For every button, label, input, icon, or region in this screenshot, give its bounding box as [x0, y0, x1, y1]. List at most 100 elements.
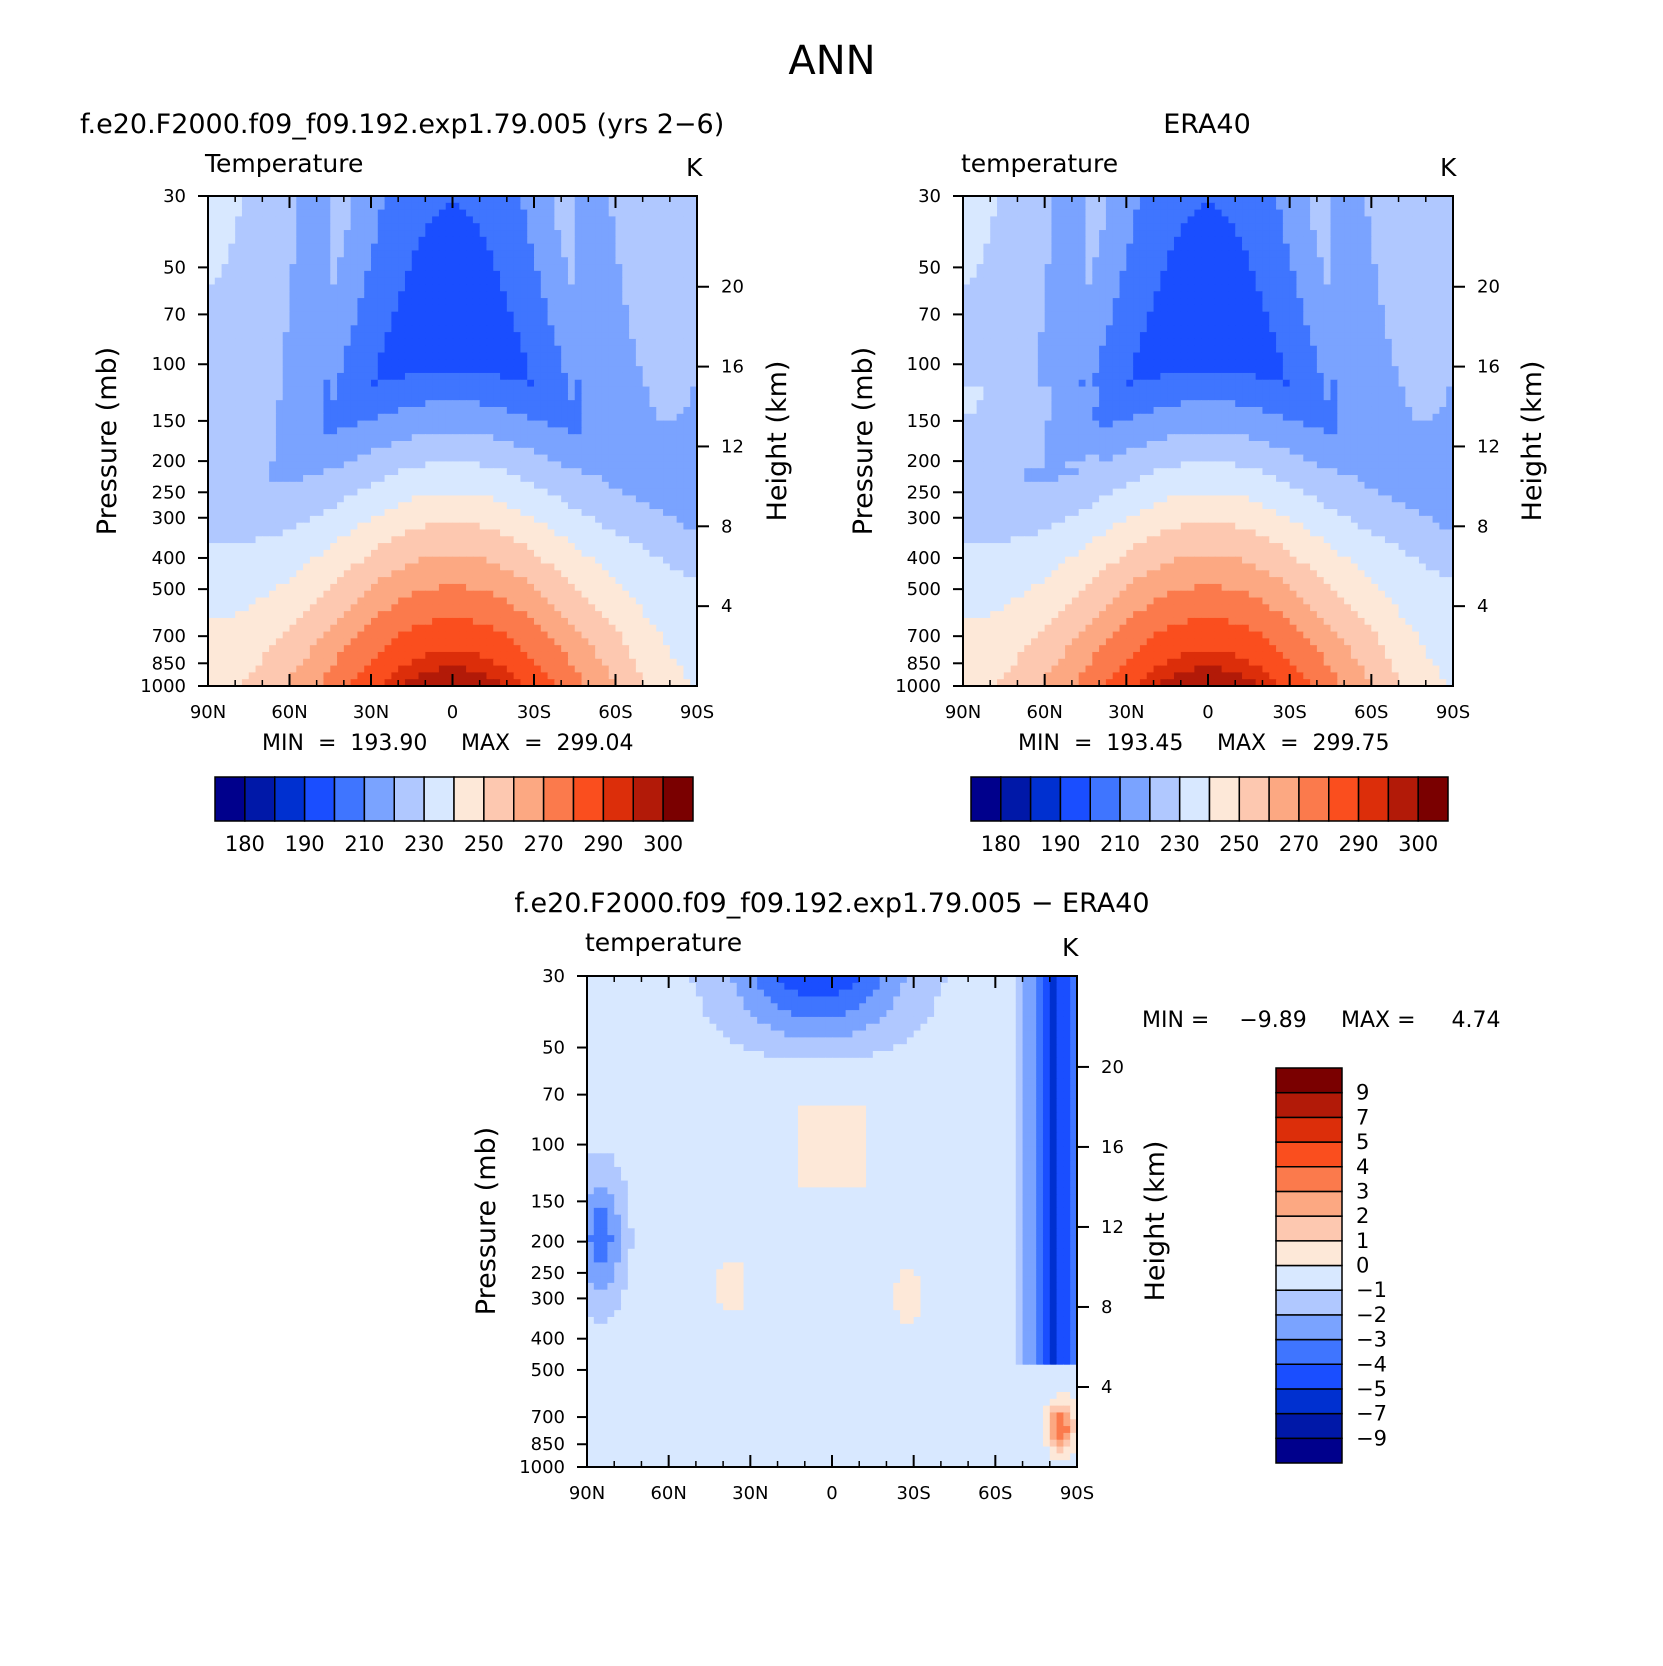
contour-cell: [493, 379, 501, 388]
contour-cell: [208, 441, 216, 449]
contour-cell: [649, 372, 657, 381]
contour-cell: [398, 638, 406, 646]
contour-cell: [364, 556, 372, 565]
contour-cell: [221, 236, 229, 245]
contour-cell: [411, 386, 420, 394]
contour-cell: [425, 604, 433, 612]
contour-cell: [404, 216, 413, 224]
contour-cell: [500, 468, 508, 476]
contour-cell: [629, 529, 637, 537]
contour-cell: [669, 515, 678, 524]
contour-cell: [506, 645, 515, 653]
contour-cell: [635, 502, 644, 510]
contour-cell: [656, 522, 664, 531]
contour-cell: [282, 583, 291, 592]
contour-cell: [445, 413, 454, 422]
contour-cell: [343, 427, 352, 435]
contour-cell: [649, 345, 657, 354]
contour-cell: [323, 284, 331, 292]
contour-cell: [683, 270, 691, 279]
contour-cell: [275, 488, 284, 497]
contour-cell: [330, 202, 338, 211]
contour-cell: [214, 502, 223, 510]
contour-cell: [262, 447, 270, 456]
contour-cell: [316, 359, 325, 367]
contour-cell: [316, 379, 325, 388]
contour-cell: [357, 617, 365, 626]
contour-cell: [554, 434, 562, 442]
contour-cell: [513, 352, 522, 360]
contour-cell: [398, 461, 406, 469]
contour-cell: [547, 631, 555, 639]
contour-cell: [343, 522, 352, 531]
contour-cell: [255, 202, 263, 211]
contour-cell: [527, 325, 535, 333]
contour-cell: [289, 338, 297, 347]
contour-cell: [554, 590, 562, 599]
contour-cell: [418, 631, 426, 639]
contour-cell: [452, 393, 460, 401]
contour-cell: [343, 311, 352, 320]
contour-cell: [635, 406, 644, 415]
contour-cell: [486, 318, 494, 326]
contour-cell: [479, 645, 488, 653]
contour-cell: [466, 583, 474, 592]
contour-cell: [330, 495, 338, 503]
contour-cell: [337, 359, 345, 367]
contour-cell: [364, 638, 372, 646]
contour-cell: [547, 386, 555, 394]
contour-cell: [588, 631, 596, 639]
contour-cell: [350, 488, 359, 497]
contour-cell: [357, 264, 365, 272]
contour-cell: [601, 352, 610, 360]
contour-cell: [445, 651, 454, 660]
contour-cell: [337, 400, 345, 408]
contour-cell: [663, 406, 671, 415]
contour-cell: [649, 604, 657, 612]
contour-cell: [289, 563, 297, 571]
contour-cell: [506, 270, 515, 279]
contour-cell: [527, 236, 535, 245]
contour-cell: [472, 332, 481, 340]
contour-cell: [350, 441, 359, 449]
contour-cell: [445, 563, 454, 571]
contour-cell: [622, 543, 630, 551]
contour-cell: [309, 366, 318, 374]
contour-cell: [391, 536, 399, 544]
contour-cell: [466, 563, 474, 571]
contour-cell: [269, 413, 277, 422]
contour-cell: [506, 441, 515, 449]
contour-cell: [676, 427, 685, 435]
contour-cell: [425, 304, 433, 313]
contour-cell: [690, 549, 698, 558]
contour-cell: [588, 509, 596, 517]
contour-cell: [289, 461, 297, 469]
contour-cell: [527, 366, 535, 374]
contour-cell: [629, 298, 637, 306]
contour-cell: [547, 583, 555, 592]
contour-cell: [520, 393, 528, 401]
contour-cell: [595, 338, 603, 347]
contour-cell: [581, 291, 589, 299]
contour-cell: [357, 597, 365, 605]
contour-cell: [411, 570, 420, 578]
contour-cell: [309, 617, 318, 626]
contour-cell: [601, 311, 610, 320]
contour-cell: [269, 638, 277, 646]
contour-cell: [371, 264, 379, 272]
contour-cell: [208, 638, 216, 646]
contour-cell: [595, 658, 603, 667]
contour-cell: [303, 291, 311, 299]
contour-cell: [486, 604, 494, 612]
contour-cell: [540, 284, 549, 292]
contour-cell: [683, 359, 691, 367]
contour-cell: [262, 257, 270, 265]
contour-cell: [371, 359, 379, 367]
contour-cell: [228, 264, 236, 272]
contour-cell: [635, 645, 644, 653]
contour-cell: [540, 461, 549, 469]
contour-cell: [316, 645, 325, 653]
contour-cell: [377, 631, 386, 639]
contour-cell: [445, 631, 454, 639]
contour-cell: [425, 202, 433, 211]
